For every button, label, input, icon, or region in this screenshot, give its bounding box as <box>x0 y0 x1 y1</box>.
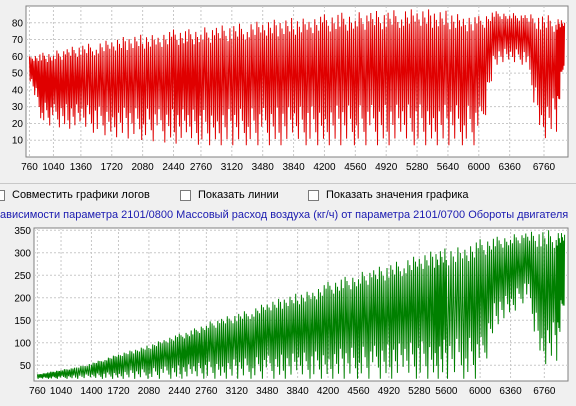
bottom-x-tick-label: 5280 <box>408 386 431 397</box>
bottom-y-tick-label: 50 <box>20 361 32 372</box>
divider <box>0 183 576 184</box>
bottom-x-tick-label: 2080 <box>138 386 161 397</box>
top-x-tick-label: 4920 <box>375 162 398 173</box>
show-values-option[interactable]: Показать значения графика <box>308 188 469 202</box>
bottom-line-chart: 50 100 150 200 250 300 350 760 1040 1400 1720 2080… <box>14 226 569 397</box>
top-x-tick-label: 760 <box>21 162 38 173</box>
top-y-tick-label: 20 <box>12 119 24 130</box>
bottom-x-tick-label: 1040 <box>50 386 73 397</box>
bottom-x-tick-label: 760 <box>29 386 46 397</box>
top-x-tick-label: 4560 <box>344 162 367 173</box>
show-lines-checkbox[interactable] <box>180 189 191 201</box>
top-x-tick-label: 1040 <box>42 162 65 173</box>
bottom-x-tick-label: 3840 <box>286 386 309 397</box>
bottom-x-tick-label: 1720 <box>107 386 130 397</box>
top-x-tick-label: 2440 <box>162 162 185 173</box>
top-x-tick-label: 2760 <box>190 162 213 173</box>
bottom-y-tick-label: 250 <box>14 271 31 282</box>
bottom-x-tick-label: 4920 <box>378 386 401 397</box>
top-series-line <box>28 9 566 146</box>
bottom-y-tick-label: 300 <box>14 248 31 259</box>
show-lines-label: Показать линии <box>198 189 279 201</box>
top-y-tick-label: 50 <box>12 69 24 80</box>
bottom-series-line <box>36 230 566 379</box>
show-values-checkbox[interactable] <box>308 189 319 201</box>
bottom-x-tick-label: 2760 <box>195 386 218 397</box>
combine-logs-option[interactable]: Совместить графики логов <box>0 188 150 202</box>
top-x-tick-label: 5280 <box>406 162 429 173</box>
combine-logs-checkbox[interactable] <box>0 189 5 201</box>
top-x-tick-label: 6000 <box>468 162 491 173</box>
bottom-x-tick-label: 5600 <box>435 386 458 397</box>
top-x-tick-label: 4200 <box>313 162 336 173</box>
bottom-x-tick-label: 1400 <box>80 386 103 397</box>
show-lines-option[interactable]: Показать линии <box>180 188 279 202</box>
top-y-tick-label: 60 <box>12 52 24 63</box>
bottom-x-tick-label: 6760 <box>533 386 556 397</box>
top-y-tick-label: 30 <box>12 102 24 113</box>
chart-title: ависимости параметра 2101/0800 Массовый … <box>0 209 569 221</box>
top-x-tick-label: 6360 <box>499 162 522 173</box>
top-x-tick-label: 3840 <box>282 162 305 173</box>
show-values-label: Показать значения графика <box>326 189 469 201</box>
top-y-tick-label: 70 <box>12 35 24 46</box>
bottom-x-tick-label: 6360 <box>499 386 522 397</box>
bottom-x-tick-label: 3480 <box>256 386 279 397</box>
bottom-x-tick-label: 2440 <box>168 386 191 397</box>
top-y-tick-label: 10 <box>12 136 24 147</box>
top-y-tick-label: 80 <box>12 18 24 29</box>
top-y-tick-label: 40 <box>12 85 24 96</box>
top-x-tick-label: 1360 <box>70 162 93 173</box>
bottom-y-tick-label: 150 <box>14 316 31 327</box>
bottom-x-tick-label: 3120 <box>226 386 249 397</box>
bottom-y-tick-label: 100 <box>14 338 31 349</box>
top-x-tick-label: 1720 <box>101 162 124 173</box>
bottom-x-tick-label: 4560 <box>347 386 370 397</box>
top-x-tick-label: 3480 <box>252 162 275 173</box>
bottom-y-tick-label: 200 <box>14 293 31 304</box>
top-x-tick-label: 6760 <box>533 162 556 173</box>
combine-logs-label: Совместить графики логов <box>12 189 150 201</box>
bottom-y-tick-label: 350 <box>14 226 31 237</box>
top-x-tick-label: 3120 <box>221 162 244 173</box>
top-x-tick-label: 5640 <box>437 162 460 173</box>
bottom-x-tick-label: 6000 <box>469 386 492 397</box>
top-x-tick-label: 2080 <box>132 162 155 173</box>
bottom-x-tick-label: 4200 <box>317 386 340 397</box>
top-line-chart: 10 20 30 40 50 60 70 80 760 1040 1360 1720 2080 2440… <box>12 5 569 173</box>
